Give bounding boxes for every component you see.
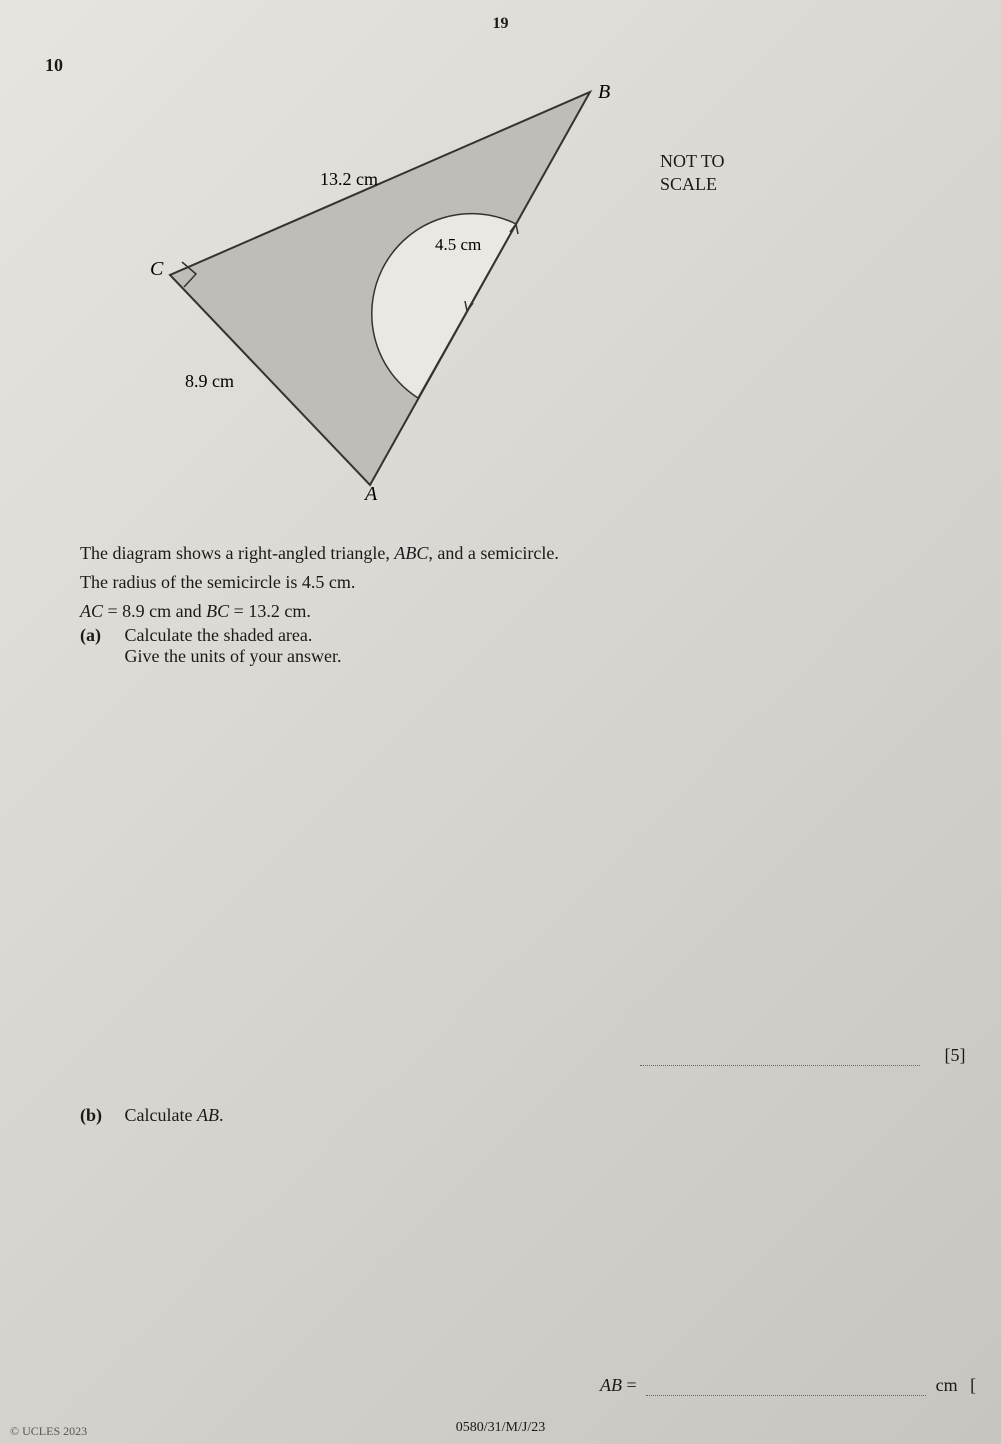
diagram: B C A 13.2 cm 8.9 cm 4.5 cm: [140, 80, 700, 500]
not-to-scale-note: NOT TO SCALE: [660, 150, 725, 197]
vertex-a-label: A: [363, 483, 378, 500]
part-b-label: (b): [80, 1105, 120, 1126]
vertex-c-label: C: [150, 258, 164, 280]
part-a-label: (a): [80, 625, 120, 646]
vertex-b-label: B: [598, 81, 610, 103]
page-number-top: 19: [493, 15, 509, 33]
answer-line-a: [5]: [640, 1045, 981, 1066]
paper-code: 0580/31/M/J/23: [456, 1420, 545, 1436]
question-number: 10: [45, 55, 63, 76]
part-b: (b) Calculate AB.: [80, 1105, 223, 1126]
answer-line-b: AB = cm [: [600, 1375, 991, 1396]
question-description: The diagram shows a right-angled triangl…: [80, 540, 971, 627]
ac-length-label: 8.9 cm: [185, 371, 234, 391]
bc-length-label: 13.2 cm: [320, 169, 378, 189]
copyright: © UCLES 2023: [10, 1424, 87, 1439]
radius-length-label: 4.5 cm: [435, 235, 481, 254]
part-a: (a) Calculate the shaded area. Give the …: [80, 625, 341, 667]
